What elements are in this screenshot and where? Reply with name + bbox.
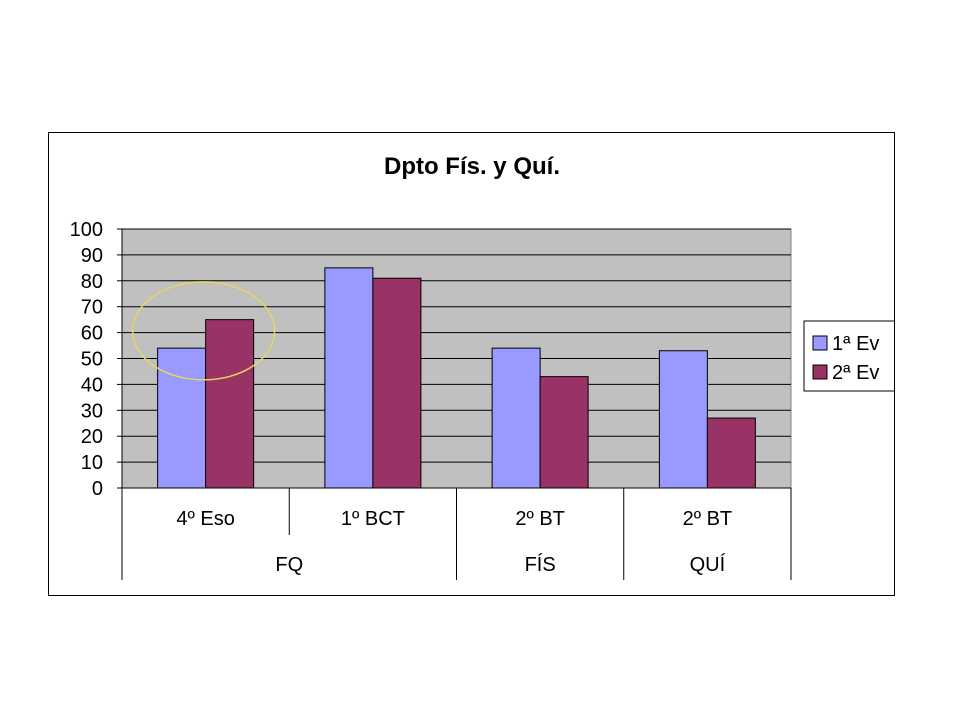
bar-1-3	[491, 347, 541, 489]
x-tick-label: 2º BT	[515, 508, 565, 530]
y-tick-label: 40	[81, 374, 103, 396]
bar-2-1	[205, 319, 255, 489]
y-tick-label: 70	[81, 297, 103, 319]
bar-2-2	[372, 277, 422, 489]
legend-swatch-2	[812, 364, 828, 380]
chart-frame: Dpto Fís. y Quí. 0 10 20 30 40 50 60 70 80 90 100 4…	[48, 132, 895, 596]
x-group-label: QUÍ	[690, 553, 726, 576]
legend-label-2: 2ª Ev	[832, 362, 879, 384]
y-tick-label: 30	[81, 400, 103, 422]
bar-2-3	[539, 376, 589, 489]
highlight-ellipse	[131, 281, 276, 381]
chart-title: Dpto Fís. y Quí.	[384, 153, 560, 180]
x-group-label: FÍS	[525, 553, 556, 576]
plot-area	[121, 228, 792, 489]
y-tick-label: 0	[92, 478, 103, 500]
y-tick-label: 60	[81, 323, 103, 345]
axes: 0 10 20 30 40 50 60 70 80 90 100 4º Eso 1º BCT 2º BT 2…	[70, 219, 792, 580]
bar-1-2	[324, 267, 374, 489]
x-tick-label: 2º BT	[683, 508, 733, 530]
bar-1-4	[658, 350, 708, 489]
y-tick-label: 90	[81, 245, 103, 267]
y-tick-label: 10	[81, 452, 103, 474]
legend-swatch-1	[812, 335, 828, 351]
bar-2-4	[706, 417, 756, 489]
y-tick-label: 80	[81, 271, 103, 293]
legend: 1ª Ev 2ª Ev	[803, 320, 894, 392]
y-tick-label: 50	[81, 349, 103, 371]
bar-1-1	[157, 347, 207, 489]
y-tick-label: 20	[81, 426, 103, 448]
bar-chart: Dpto Fís. y Quí. 0 10 20 30 40 50 60 70 80 90 100 4…	[70, 153, 894, 580]
legend-label-1: 1ª Ev	[832, 333, 879, 355]
x-tick-label: 4º Eso	[176, 508, 234, 530]
y-tick-label: 100	[70, 219, 103, 241]
x-group-label: FQ	[275, 554, 303, 576]
x-tick-label: 1º BCT	[341, 508, 405, 530]
